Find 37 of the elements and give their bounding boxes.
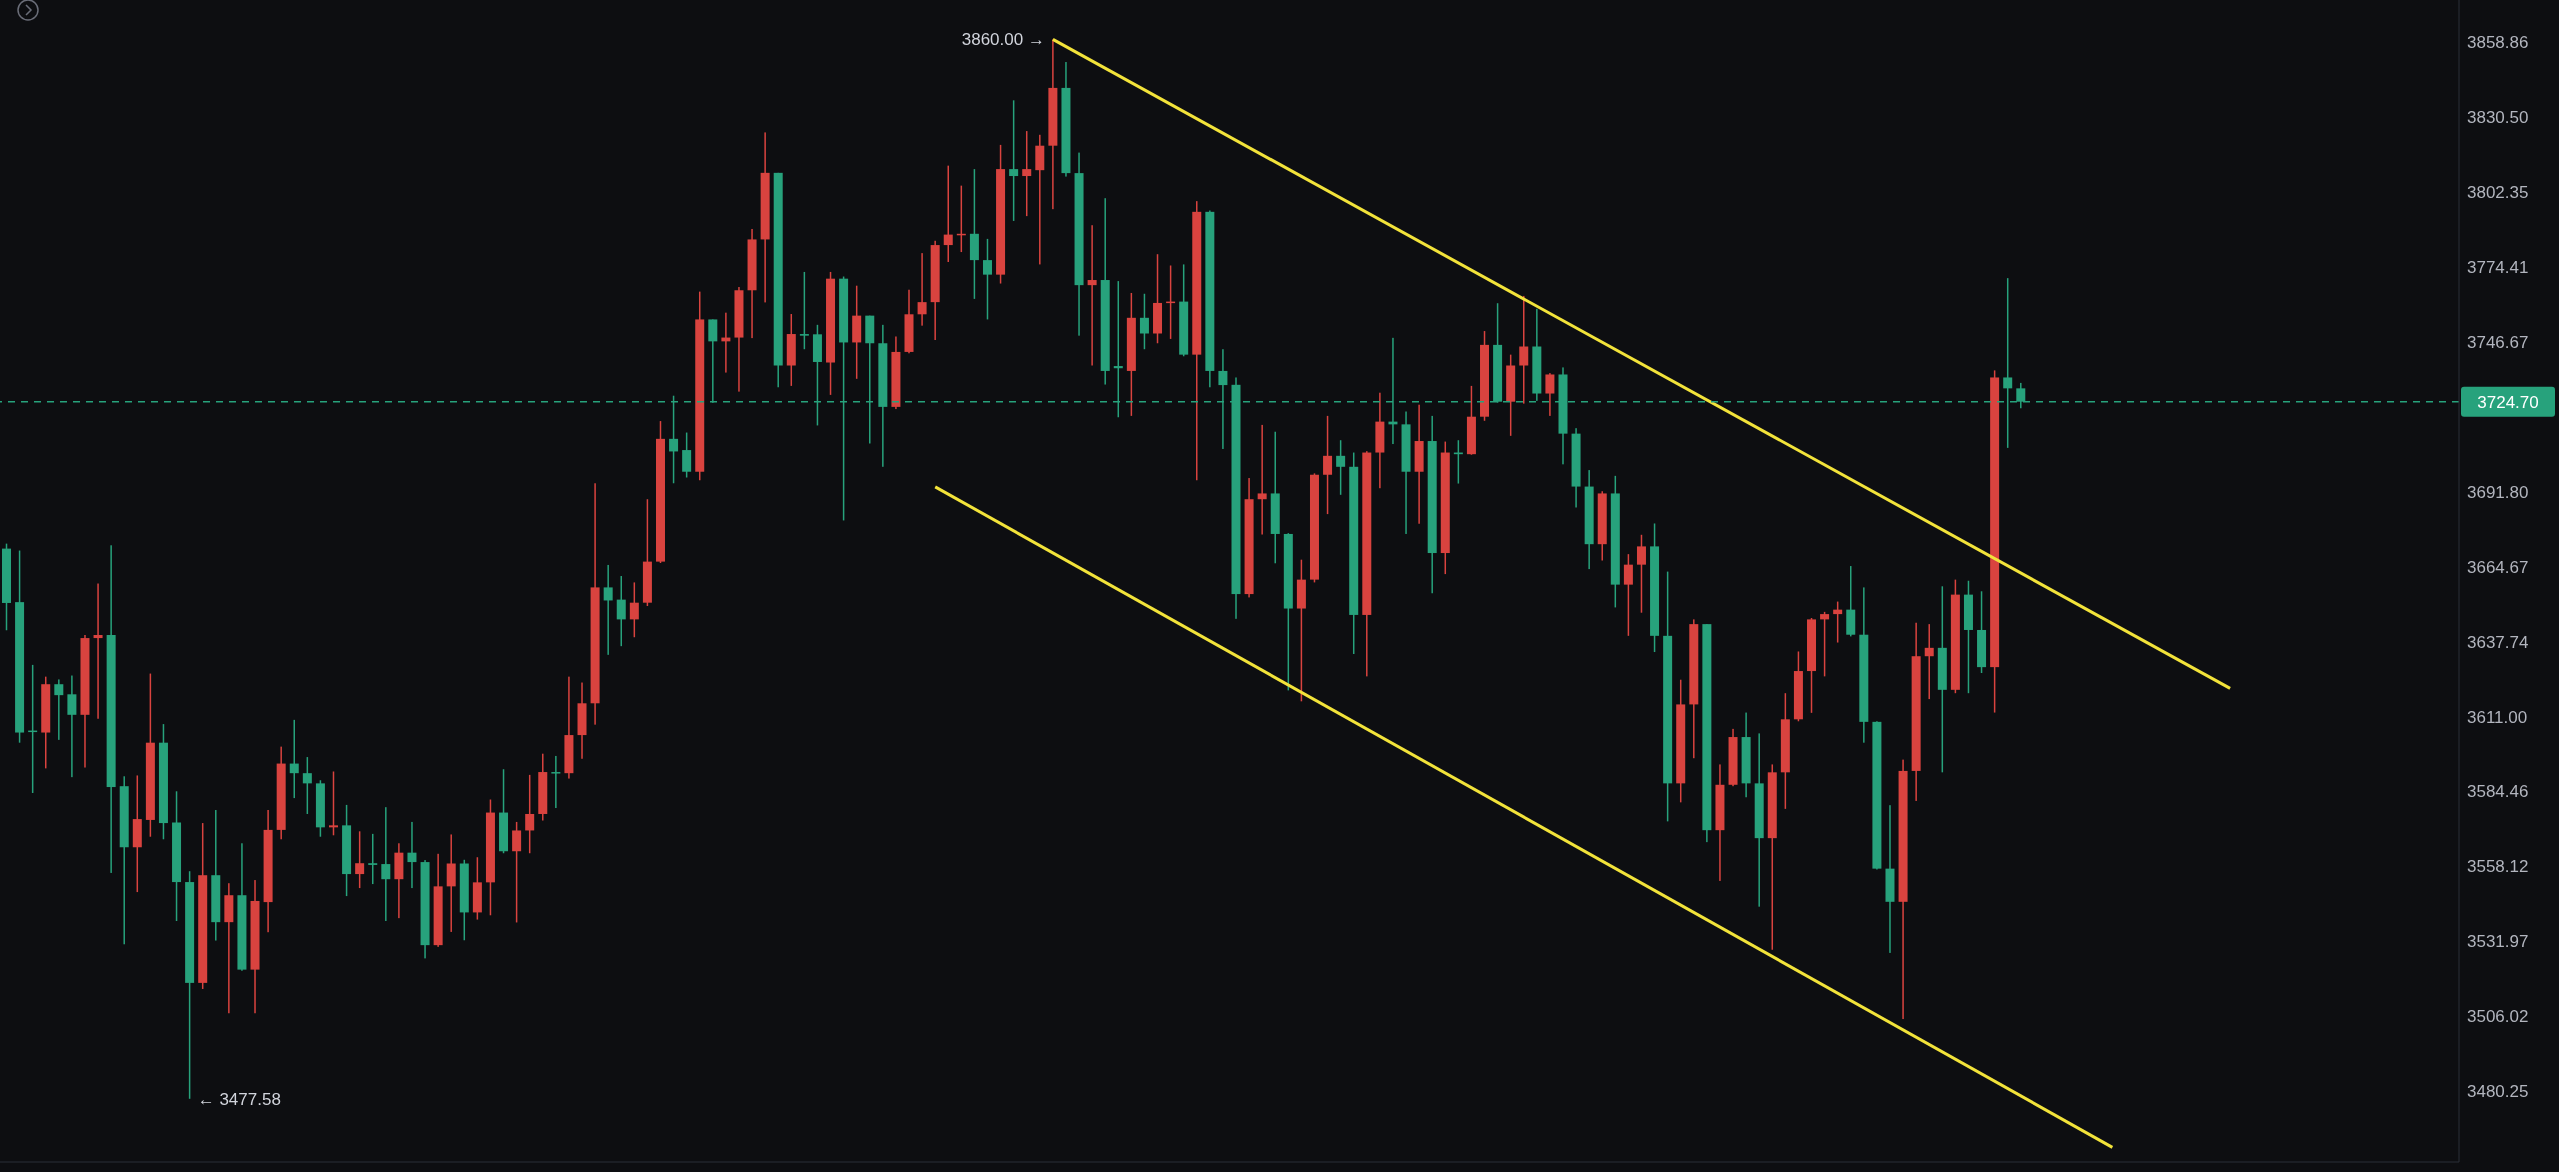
candlestick [917,253,927,326]
candlestick [446,834,456,932]
y-tick-label: 3584.46 [2467,782,2529,802]
candlestick [1885,805,1895,953]
candlestick [407,821,417,889]
ref-line-label: 3724.70 [2477,392,2539,412]
candlestick [93,583,103,719]
y-tick-label: 3531.97 [2467,932,2529,952]
y-tick-label: 3480.25 [2467,1082,2529,1102]
candlestick [603,564,613,655]
candlestick [1519,295,1529,404]
y-tick-label: 3802.35 [2467,183,2529,203]
candlestick [551,755,561,809]
annotation: ← 3477.58 [197,1089,281,1109]
candlestick [1270,431,1280,564]
annotation: 3860.00 → [961,30,1045,50]
candlestick [67,675,77,778]
candlestick [381,807,391,922]
candlestick [1414,404,1424,524]
candlestick [1924,624,1934,700]
y-tick-label: 3506.02 [2467,1007,2529,1027]
y-tick-label: 3746.67 [2467,333,2529,353]
candlestick [224,883,234,1014]
candlestick [1087,225,1097,366]
candlestick [1257,424,1267,535]
candlestick [1754,733,1764,907]
y-tick-label: 3637.74 [2467,632,2529,652]
y-tick-label: 3558.12 [2467,857,2529,877]
y-tick-label: 3691.80 [2467,482,2529,502]
y-tick-label: 3774.41 [2467,258,2529,278]
candlestick [1035,134,1045,265]
y-tick-label: 3664.67 [2467,557,2529,577]
y-tick-label: 3858.86 [2467,33,2529,53]
candlestick [943,165,953,262]
y-tick-label: 3830.50 [2467,108,2529,128]
y-tick-label: 3611.00 [2467,707,2528,727]
candlestick [54,679,64,740]
